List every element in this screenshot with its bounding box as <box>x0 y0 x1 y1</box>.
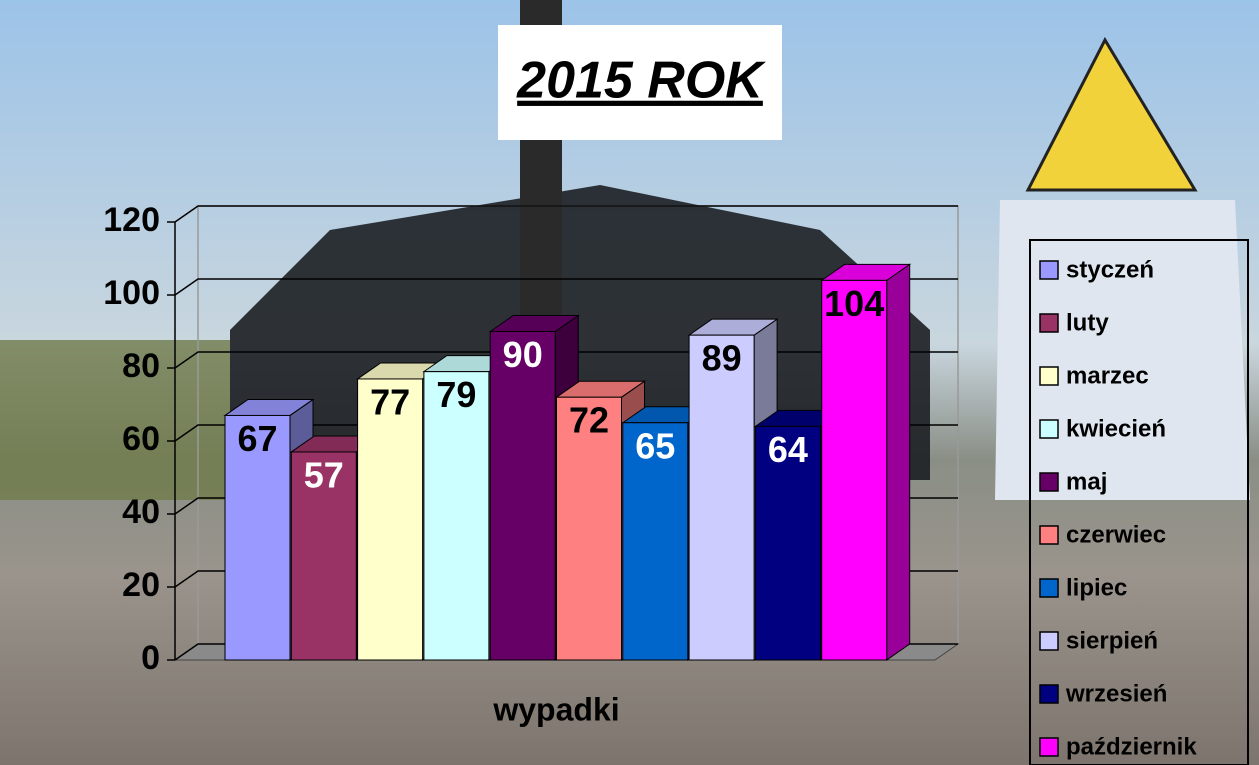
chart-title: 2015 ROK <box>516 52 766 110</box>
title-box <box>498 25 782 140</box>
bar <box>821 279 888 661</box>
legend-label: wrzesień <box>1065 680 1167 707</box>
bar <box>622 422 689 661</box>
data-label: 65 <box>635 425 675 466</box>
y-tick-label: 20 <box>122 566 160 604</box>
bar <box>489 331 556 661</box>
legend-label: styczeń <box>1066 256 1154 283</box>
legend-label: sierpień <box>1066 627 1158 654</box>
y-tick-label: 80 <box>122 347 160 385</box>
legend-swatch <box>1039 684 1059 704</box>
background-sign <box>1025 36 1198 192</box>
y-tick-label: 120 <box>103 201 160 239</box>
y-tick-label: 40 <box>122 493 160 531</box>
legend-swatch <box>1039 578 1059 598</box>
legend-swatch <box>1039 419 1059 439</box>
bar <box>423 371 490 661</box>
data-label: 89 <box>702 338 742 379</box>
bar <box>357 378 424 661</box>
data-label: 79 <box>436 374 476 415</box>
bar <box>224 414 291 661</box>
bar <box>556 396 622 661</box>
data-label: 64 <box>768 429 808 470</box>
bar <box>290 451 357 661</box>
data-label: 67 <box>237 418 277 459</box>
data-label: 77 <box>370 381 410 422</box>
legend-label: czerwiec <box>1066 521 1166 548</box>
legend-swatch <box>1039 366 1059 386</box>
grid-line <box>174 278 958 296</box>
y-tick-label: 0 <box>141 639 160 677</box>
legend-label: październik <box>1066 733 1197 760</box>
legend-label: marzec <box>1066 362 1149 389</box>
bar <box>688 334 755 661</box>
legend-box <box>1029 239 1249 765</box>
data-label: 104 <box>824 283 884 324</box>
legend-swatch <box>1039 260 1059 280</box>
legend-label: luty <box>1066 309 1109 336</box>
legend-swatch <box>1039 313 1059 333</box>
legend-swatch <box>1039 737 1059 757</box>
legend: styczeń luty marzec kwiecień maj czerwiec lipi… <box>1039 256 1197 760</box>
bar <box>754 425 821 661</box>
background-grass <box>0 340 230 500</box>
data-label: 72 <box>569 400 609 441</box>
legend-swatch <box>1039 525 1059 545</box>
background-van <box>995 200 1250 500</box>
x-tick-label: wypadki <box>492 691 619 727</box>
legend-swatch <box>1039 472 1059 492</box>
grid-line <box>174 205 958 223</box>
data-label: 90 <box>503 334 543 375</box>
data-label: 57 <box>304 454 344 495</box>
plot-area: 0 20 40 60 80 100 120 67 57 77 79 90 72 65 89 64 104 wypa… <box>103 201 960 727</box>
legend-label: maj <box>1066 468 1107 495</box>
bar-side <box>886 263 911 661</box>
legend-label: kwiecień <box>1066 415 1166 442</box>
y-tick-label: 100 <box>103 274 160 312</box>
y-tick-label: 60 <box>122 420 160 458</box>
legend-label: lipiec <box>1066 574 1127 601</box>
legend-swatch <box>1039 631 1059 651</box>
